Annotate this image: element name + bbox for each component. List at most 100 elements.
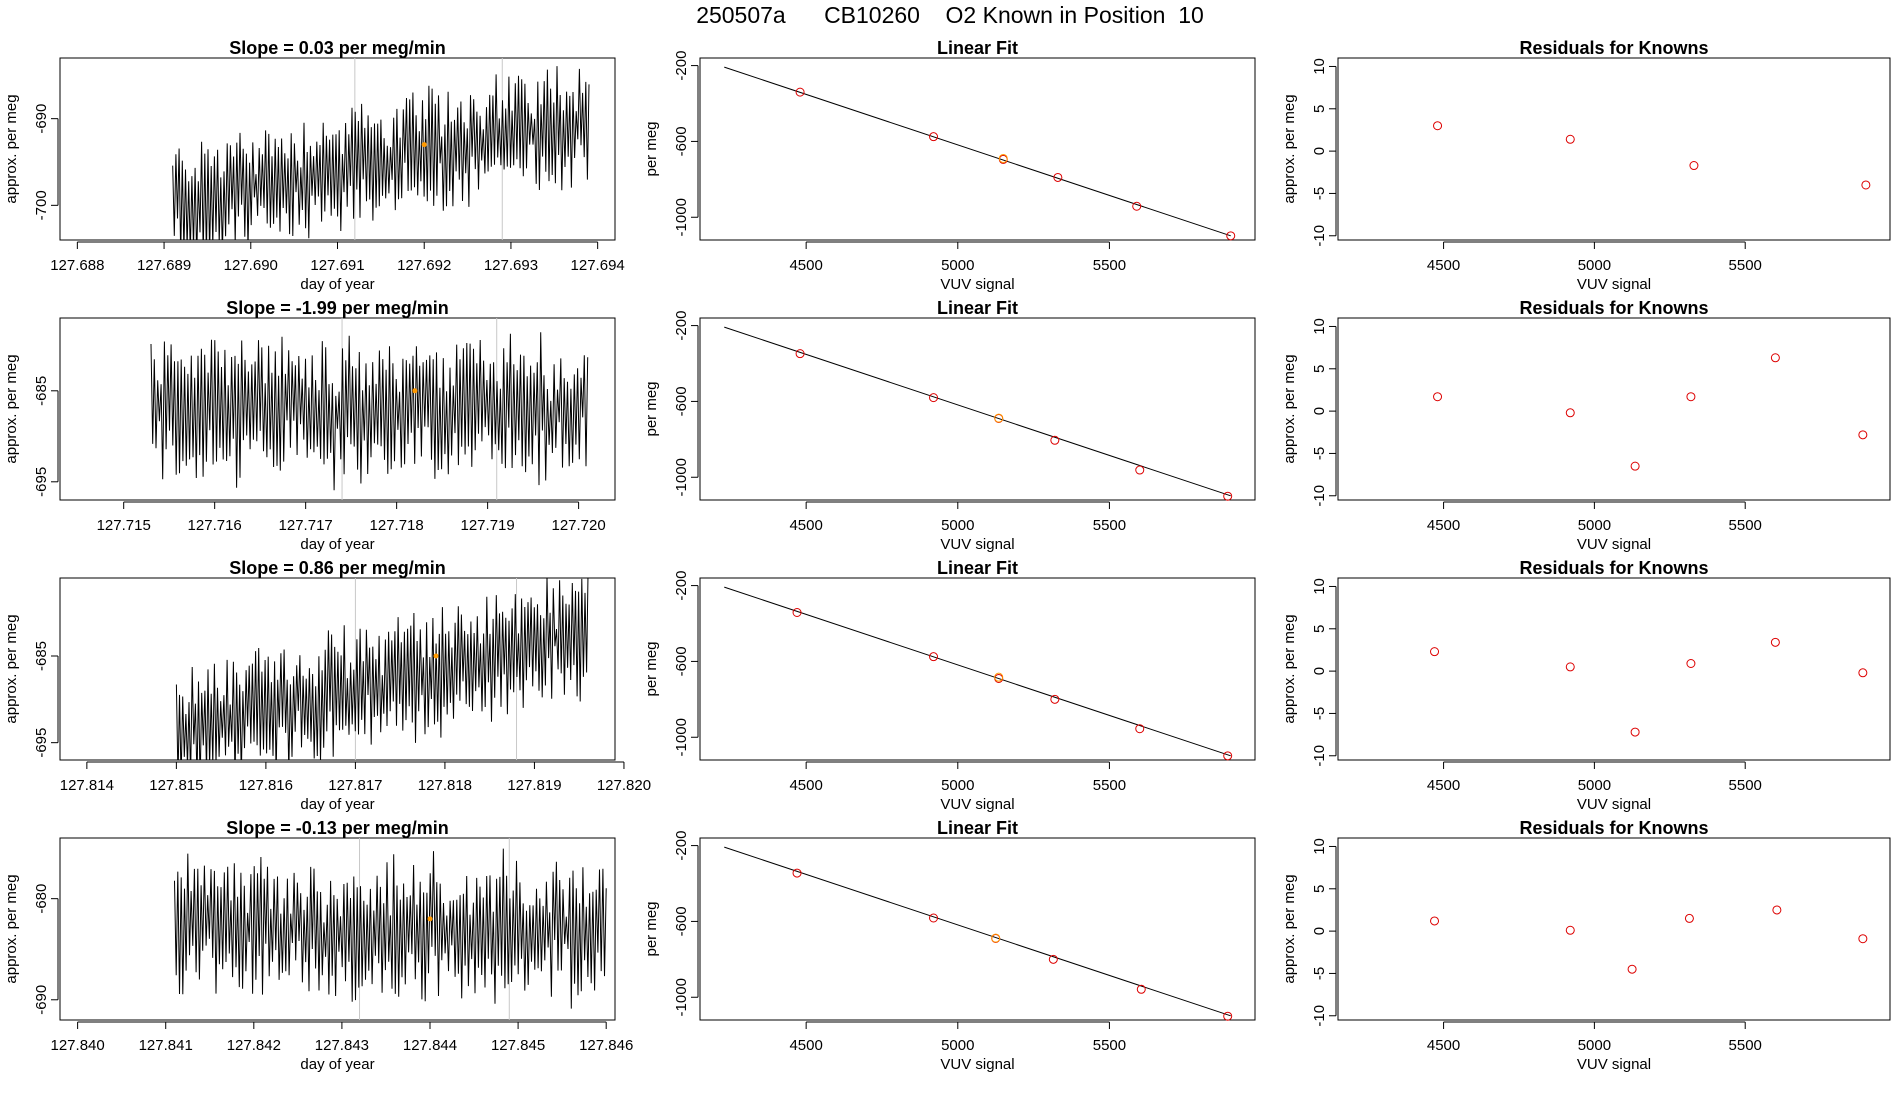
residual-point (1565, 408, 1575, 418)
residual-point (1430, 647, 1440, 657)
known-point (1135, 465, 1145, 475)
x-tick-label: 127.816 (239, 777, 293, 794)
known-point (1050, 694, 1060, 704)
known-point (1048, 954, 1058, 964)
y-tick-label: -700 (33, 190, 50, 220)
y-tick-label: 5 (1311, 105, 1328, 113)
x-tick-label: 5000 (1578, 1037, 1611, 1054)
plot-frame (1337, 837, 1891, 1021)
x-tick-label: 4500 (789, 257, 822, 274)
y-tick-label: 10 (1311, 838, 1328, 855)
x-tick-label: 5000 (941, 1037, 974, 1054)
x-tick-label: 127.846 (579, 1037, 633, 1054)
y-tick-label: -695 (33, 728, 50, 758)
known-point (795, 87, 805, 97)
y-tick-label: -5 (1311, 967, 1328, 980)
x-axis-label: VUV signal (940, 796, 1014, 813)
fit-line (724, 66, 1231, 237)
plot-frame (699, 317, 1256, 501)
known-point (1050, 435, 1060, 445)
x-tick-label: 4500 (789, 1037, 822, 1054)
figure-title: 250507a CB10260 O2 Known in Position 10 (696, 2, 1204, 28)
x-tick-label: 4500 (789, 517, 822, 534)
y-tick-label: -5 (1311, 707, 1328, 720)
fit-line (724, 326, 1231, 497)
panel-title: Residuals for Knowns (1519, 38, 1708, 58)
mean-marker-point (421, 142, 427, 148)
known-point (1053, 172, 1063, 182)
x-tick-label: 5500 (1093, 257, 1126, 274)
x-tick-label: 127.715 (97, 517, 151, 534)
y-tick-label: -200 (673, 311, 690, 341)
residual-point (1565, 134, 1575, 144)
plot-frame (1337, 57, 1891, 241)
x-tick-label: 127.819 (507, 777, 561, 794)
y-tick-label: 0 (1311, 407, 1328, 415)
residual-point (1858, 934, 1868, 944)
x-axis-label: day of year (300, 536, 374, 553)
y-tick-label: 0 (1311, 667, 1328, 675)
y-tick-label: -600 (673, 906, 690, 936)
panel-r4-c2: Linear Fit 4500 5000 5500 VUV signal -200 -600… (643, 818, 1256, 1073)
y-axis-label: per meg (643, 901, 660, 956)
residual-point (1689, 161, 1699, 171)
x-tick-label: 5500 (1729, 257, 1762, 274)
x-tick-label: 5000 (941, 517, 974, 534)
signal-series-line (150, 332, 589, 491)
y-tick-label: -1000 (673, 458, 690, 496)
x-tick-label: 127.844 (403, 1037, 457, 1054)
x-tick-label: 127.840 (51, 1037, 105, 1054)
y-tick-label: -200 (673, 831, 690, 861)
residual-point (1565, 925, 1575, 935)
y-axis-label: approx. per meg (1281, 354, 1298, 463)
x-axis-label: VUV signal (940, 1056, 1014, 1073)
x-axis-label: VUV signal (940, 536, 1014, 553)
y-axis-label: per meg (643, 121, 660, 176)
known-point (792, 608, 802, 618)
x-axis-label: day of year (300, 276, 374, 293)
y-tick-label: -600 (673, 386, 690, 416)
panel-r4-c3: Residuals for Knowns 4500 5000 5500 VUV sign… (1281, 818, 1891, 1073)
unknown-point (994, 672, 1004, 682)
known-point (1136, 984, 1146, 994)
x-tick-label: 127.694 (571, 257, 625, 274)
panel-r4-c1: Slope = -0.13 per meg/min 127.840 127.841 1… (3, 818, 633, 1073)
x-tick-label: 5000 (1578, 517, 1611, 534)
y-axis-label: approx. per meg (3, 614, 20, 723)
signal-series-line (175, 578, 589, 760)
known-point (929, 393, 939, 403)
panel-title: Slope = 0.86 per meg/min (229, 558, 446, 578)
residual-point (1430, 916, 1440, 926)
x-tick-label: 5000 (941, 257, 974, 274)
plot-frame (699, 577, 1256, 761)
x-tick-label: 4500 (1427, 257, 1460, 274)
x-axis-label: VUV signal (1577, 796, 1651, 813)
x-tick-label: 4500 (1427, 777, 1460, 794)
y-axis-label: approx. per meg (1281, 94, 1298, 203)
known-point (929, 652, 939, 662)
x-tick-label: 127.720 (551, 517, 605, 534)
y-tick-label: 0 (1311, 927, 1328, 935)
x-tick-label: 127.688 (50, 257, 104, 274)
unknown-point (994, 413, 1004, 423)
y-tick-label: 10 (1311, 58, 1328, 75)
known-point (929, 913, 939, 923)
plot-frame (1337, 577, 1891, 761)
y-axis-label: approx. per meg (3, 94, 20, 203)
residual-point (1433, 121, 1443, 131)
known-point (1132, 201, 1142, 211)
x-tick-label: 127.716 (188, 517, 242, 534)
y-axis-label: per meg (643, 641, 660, 696)
fit-line (724, 586, 1231, 757)
panel-r2-c2: Linear Fit 4500 5000 5500 VUV signal -200 -600… (643, 298, 1256, 553)
plot-frame (1337, 317, 1891, 501)
panel-r3-c2: Linear Fit 4500 5000 5500 VUV signal -200 -600… (643, 558, 1256, 813)
y-tick-label: -690 (33, 985, 50, 1015)
y-tick-label: -1000 (673, 978, 690, 1016)
x-axis-label: VUV signal (1577, 276, 1651, 293)
known-point (1223, 491, 1233, 501)
x-tick-label: 5500 (1729, 517, 1762, 534)
x-tick-label: 5500 (1093, 517, 1126, 534)
mean-marker-point (433, 653, 439, 659)
